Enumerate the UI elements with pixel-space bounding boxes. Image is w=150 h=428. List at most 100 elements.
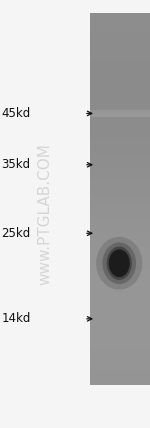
Bar [90, 247, 150, 251]
Bar [90, 270, 150, 273]
Bar [90, 385, 150, 428]
Bar [90, 181, 150, 184]
Bar [90, 76, 150, 80]
Bar [90, 155, 150, 158]
Bar [90, 0, 150, 13]
Bar [90, 17, 150, 20]
Bar [90, 43, 150, 46]
Bar [90, 195, 150, 199]
Bar [90, 348, 150, 352]
Bar [90, 28, 150, 32]
Bar [90, 20, 150, 24]
Bar [90, 374, 150, 378]
Bar [90, 140, 150, 143]
Bar [90, 83, 150, 87]
Bar [90, 363, 150, 366]
Bar [90, 285, 150, 288]
Bar [90, 98, 150, 102]
Bar [90, 273, 150, 277]
Bar [90, 229, 150, 232]
Ellipse shape [107, 247, 132, 280]
Bar [90, 32, 150, 35]
Bar [90, 110, 150, 117]
Bar [90, 177, 150, 181]
Bar [90, 378, 150, 381]
Bar [90, 236, 150, 240]
Bar [90, 113, 150, 117]
Bar [90, 80, 150, 83]
Ellipse shape [109, 249, 130, 277]
Text: 25kd: 25kd [2, 227, 31, 240]
Bar [90, 255, 150, 259]
Bar [90, 95, 150, 98]
Ellipse shape [102, 242, 136, 284]
Bar [90, 326, 150, 330]
Bar [90, 147, 150, 151]
Bar [90, 341, 150, 344]
Bar [90, 218, 150, 221]
Bar [90, 24, 150, 28]
Text: www.PTGLAB.COM: www.PTGLAB.COM [38, 143, 52, 285]
Bar [90, 206, 150, 210]
Bar [90, 225, 150, 229]
Bar [90, 136, 150, 140]
Bar [90, 87, 150, 91]
Bar [90, 344, 150, 348]
Bar [90, 292, 150, 296]
Bar [90, 169, 150, 173]
Text: 35kd: 35kd [2, 158, 31, 171]
Bar [90, 162, 150, 166]
Bar [90, 143, 150, 147]
Bar [90, 337, 150, 341]
Bar [90, 307, 150, 311]
Bar [90, 13, 150, 17]
Bar [90, 46, 150, 50]
Bar [90, 355, 150, 359]
Bar [90, 132, 150, 136]
Text: 14kd: 14kd [2, 312, 31, 325]
Bar [90, 199, 150, 203]
Bar [90, 266, 150, 270]
Text: 45kd: 45kd [2, 107, 31, 120]
Bar [90, 315, 150, 318]
Bar [90, 106, 150, 110]
Bar [90, 151, 150, 155]
Bar [90, 192, 150, 195]
Bar [90, 259, 150, 262]
Bar [90, 184, 150, 188]
Bar [90, 166, 150, 169]
Bar [90, 57, 150, 61]
Bar [90, 61, 150, 65]
Bar [90, 288, 150, 292]
Bar [90, 262, 150, 266]
Bar [90, 173, 150, 177]
Bar [90, 125, 150, 128]
Bar [90, 121, 150, 125]
Bar [90, 68, 150, 72]
Bar [90, 370, 150, 374]
Bar [90, 352, 150, 355]
Bar [90, 188, 150, 192]
Bar [90, 251, 150, 255]
Bar [90, 65, 150, 69]
Bar [90, 244, 150, 247]
Bar [90, 117, 150, 121]
Bar [90, 221, 150, 225]
Bar [90, 296, 150, 300]
Bar [90, 300, 150, 303]
Bar [90, 240, 150, 244]
Bar [90, 110, 150, 113]
Bar [90, 203, 150, 206]
Bar [90, 311, 150, 315]
Bar [0, 0, 90, 428]
Bar [90, 318, 150, 322]
Bar [90, 281, 150, 285]
Bar [90, 91, 150, 95]
Bar [90, 322, 150, 326]
Bar [90, 330, 150, 333]
Bar [90, 50, 150, 54]
Bar [90, 72, 150, 76]
Bar [90, 359, 150, 363]
Bar [90, 214, 150, 217]
Bar [90, 39, 150, 43]
